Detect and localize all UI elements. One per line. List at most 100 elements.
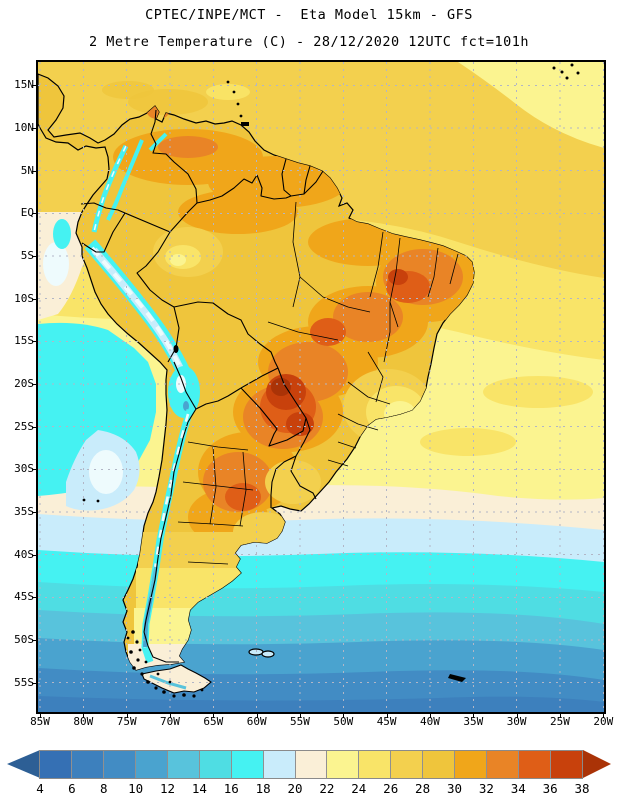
lon-tick-mark: [559, 713, 561, 718]
lon-tick-mark: [83, 713, 85, 718]
lat-tick-mark: [32, 170, 37, 172]
lat-tick-label: 5N: [20, 163, 34, 177]
colorbar-segment: [262, 751, 295, 778]
lon-tick-label: 60W: [246, 715, 267, 728]
lon-tick-label: 25W: [550, 715, 570, 728]
state-borders: [177, 201, 459, 565]
colorbar-tick-label: 34: [510, 781, 526, 796]
lat-tick-label: 50S: [14, 633, 34, 646]
colorbar-tick-label: 30: [446, 781, 462, 796]
colorbar-tick-label: 36: [542, 781, 558, 796]
fjord-speckles: [126, 630, 204, 698]
colorbar-tick-label: 28: [415, 781, 431, 796]
lat-tick-mark: [32, 255, 37, 257]
colorbar-below-min-arrow: [7, 750, 40, 778]
lat-tick-mark: [32, 298, 37, 300]
colorbar-tick-label: 18: [255, 781, 271, 796]
colorbar-segment: [166, 751, 199, 778]
lat-tick-mark: [32, 426, 37, 428]
colorbar-segment: [550, 751, 582, 778]
lon-tick-mark: [516, 713, 518, 718]
colorbar-segment: [390, 751, 423, 778]
country-borders: [80, 109, 324, 663]
lat-tick-label: 5S: [20, 248, 34, 262]
lon-tick-label: 55W: [290, 715, 310, 728]
colorbar-tick-label: 32: [478, 781, 494, 796]
lon-tick-label: 65W: [203, 715, 224, 728]
lon-tick-label: 45W: [376, 715, 397, 728]
lon-tick-mark: [603, 713, 605, 718]
colorbar-above-max-arrow: [583, 750, 611, 778]
lat-tick-mark: [32, 127, 37, 129]
colorbar-tick-label: 6: [68, 781, 76, 796]
colorbar-segment: [326, 751, 359, 778]
lon-tick-mark: [40, 713, 41, 718]
lat-tick-mark: [32, 682, 37, 684]
lat-tick-label: 40S: [14, 547, 34, 561]
lon-tick-label: 75W: [116, 715, 137, 728]
lat-tick-mark: [32, 554, 37, 556]
lat-tick-label: 55S: [14, 675, 34, 689]
lon-tick-mark: [473, 713, 475, 718]
lat-tick-label: 15N: [14, 78, 34, 92]
lat-tick-label: 30S: [14, 462, 34, 476]
colorbar-tick-label: 8: [99, 781, 108, 796]
colorbar-segment: [454, 751, 487, 778]
lat-tick-label: 10S: [14, 291, 34, 305]
lat-tick-label: 10N: [14, 120, 34, 134]
colorbar-tick-label: 10: [128, 781, 144, 796]
colorbar-tick-label: 24: [351, 781, 367, 796]
lon-tick-mark: [343, 713, 345, 718]
title-line-2: 2 Metre Temperature (C) - 28/12/2020 12U…: [88, 34, 529, 50]
lat-tick-label: 20S: [14, 376, 34, 390]
colorbar-segment: [230, 751, 263, 778]
lon-tick-mark: [213, 713, 215, 718]
colorbar-tick-label: 26: [383, 781, 399, 796]
tierra-del-fuego: [141, 664, 212, 694]
lon-tick-label: 20W: [593, 715, 614, 728]
temperature-map: [38, 62, 604, 712]
lon-tick-label: 80W: [73, 715, 94, 728]
colorbar-segment: [102, 751, 135, 778]
colorbar-segment: [422, 751, 455, 778]
lon-tick-mark: [256, 713, 258, 718]
colorbar-segment: [486, 751, 519, 778]
islands: [82, 63, 580, 698]
lat-tick-mark: [32, 640, 37, 641]
colorbar-tick-label: 16: [223, 781, 239, 796]
plot-header: CPTEC/INPE/MCT - Eta Model 15km - GFS 2 …: [0, 6, 618, 51]
lon-tick-label: 50W: [333, 715, 354, 728]
lon-tick-mark: [386, 713, 388, 718]
lon-tick-label: 30W: [506, 715, 527, 728]
lon-tick-label: 70W: [160, 715, 180, 728]
colorbar-tick-label: 14: [191, 781, 207, 796]
colorbar-tick-label: 38: [574, 781, 590, 796]
lat-tick-label: EQ: [20, 206, 34, 220]
colorbar-segment: [358, 751, 391, 778]
lat-tick-mark: [32, 85, 37, 87]
lat-tick-mark: [32, 469, 37, 471]
lat-tick-label: 25S: [14, 419, 34, 433]
colorbar-segment: [294, 751, 327, 778]
lon-tick-mark: [169, 713, 171, 718]
lat-tick-mark: [32, 597, 37, 599]
colorbar-segment: [40, 751, 71, 778]
lat-tick-mark: [32, 512, 37, 513]
lon-tick-label: 85W: [30, 715, 50, 728]
lat-tick-mark: [32, 383, 37, 385]
lat-tick-mark: [32, 341, 37, 343]
lon-tick-mark: [299, 713, 301, 718]
title-line-1: CPTEC/INPE/MCT - Eta Model 15km - GFS: [145, 7, 473, 23]
colorbar-tick-label: 20: [287, 781, 303, 796]
lat-tick-label: 45S: [14, 590, 34, 604]
colorbar-tick-label: 12: [159, 781, 176, 796]
lon-tick-mark: [126, 713, 128, 718]
colorbar-segment: [198, 751, 231, 778]
colorbar-segment: [134, 751, 167, 778]
lon-tick-mark: [429, 713, 431, 718]
lat-tick-mark: [32, 213, 37, 215]
lon-tick-label: 40W: [420, 715, 440, 728]
colorbar-tick-label: 22: [319, 781, 335, 796]
lat-tick-label: 35S: [14, 505, 34, 518]
